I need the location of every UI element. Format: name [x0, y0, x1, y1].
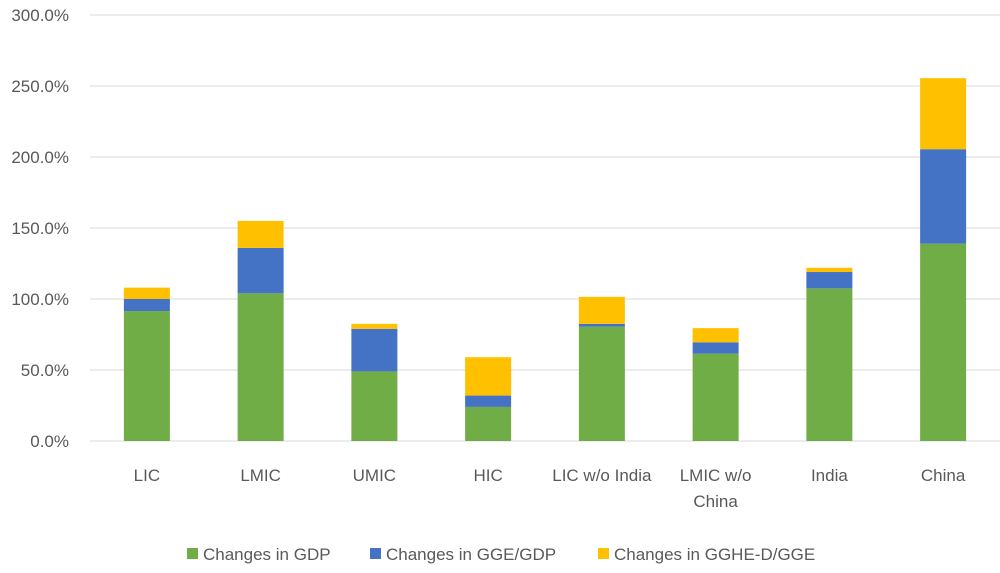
x-category-label: UMIC — [353, 466, 396, 485]
bar-segment-3 — [123, 287, 170, 299]
y-tick-label: 200.0% — [11, 148, 69, 167]
x-category-label: LIC w/o India — [552, 466, 652, 485]
bar-segment-1 — [806, 288, 853, 441]
bar-segment-2 — [692, 342, 739, 354]
bar-segment-1 — [237, 293, 284, 441]
legend-swatch — [598, 548, 609, 559]
y-tick-label: 150.0% — [11, 219, 69, 238]
bar-segment-3 — [351, 323, 398, 329]
bar-segment-3 — [465, 357, 512, 396]
y-tick-label: 50.0% — [21, 361, 69, 380]
y-tick-label: 250.0% — [11, 77, 69, 96]
bar-segment-2 — [465, 395, 512, 407]
x-axis-category-labels: LIC LMIC UMIC HIC LIC w/o India LMIC w/o China… — [134, 466, 966, 511]
bar-segment-2 — [920, 149, 967, 244]
y-tick-label: 0.0% — [30, 432, 69, 451]
y-tick-label: 300.0% — [11, 6, 69, 25]
bar-segment-3 — [578, 296, 625, 324]
bar-segment-2 — [806, 272, 853, 289]
x-category-label: China — [921, 466, 966, 485]
bar-segment-1 — [920, 243, 967, 441]
legend-label: Changes in GDP — [203, 545, 331, 564]
legend-label: Changes in GGHE-D/GGE — [614, 545, 815, 564]
bar-segment-2 — [351, 328, 398, 372]
x-category-label: India — [811, 466, 848, 485]
bar-segment-1 — [692, 353, 739, 441]
y-axis-tick-labels: 0.0% 50.0% 100.0% 150.0% 200.0% 250.0% 300.0% — [11, 6, 69, 451]
bars — [123, 78, 967, 441]
bar-segment-3 — [692, 328, 739, 343]
legend-label: Changes in GGE/GDP — [386, 545, 556, 564]
x-category-label: LMIC — [240, 466, 281, 485]
bar-segment-2 — [123, 299, 170, 312]
y-tick-label: 100.0% — [11, 290, 69, 309]
bar-segment-2 — [578, 323, 625, 327]
bar-segment-3 — [806, 267, 853, 273]
x-category-label: LIC — [134, 466, 160, 485]
gridlines — [90, 14, 1000, 442]
bar-segment-1 — [578, 326, 625, 441]
legend-swatch — [187, 548, 198, 559]
x-category-label: HIC — [473, 466, 502, 485]
x-category-label: LMIC w/o — [680, 466, 752, 485]
bar-segment-3 — [237, 220, 284, 248]
legend: Changes in GDP Changes in GGE/GDP Changes … — [187, 545, 815, 564]
bar-segment-2 — [237, 247, 284, 294]
bar-segment-3 — [920, 78, 967, 150]
bar-segment-1 — [351, 371, 398, 441]
legend-swatch — [370, 548, 381, 559]
bar-segment-1 — [123, 311, 170, 441]
x-category-label: China — [693, 492, 738, 511]
bar-segment-1 — [465, 406, 512, 441]
